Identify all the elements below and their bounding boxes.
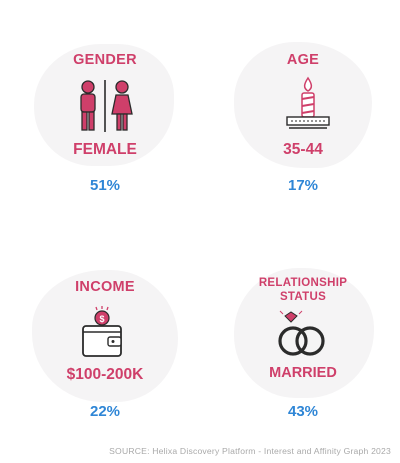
age-card: AGE 35-44 17%	[228, 40, 378, 210]
age-title: AGE	[286, 52, 320, 68]
wallet-coin-icon: $	[82, 306, 122, 357]
gender-title: GENDER	[73, 52, 137, 68]
gender-percent: 51%	[89, 177, 121, 194]
income-card: INCOME $ $100-200K 22%	[30, 268, 180, 428]
source-note: SOURCE: Helixa Discovery Platform - Inte…	[109, 446, 391, 456]
gender-icon	[80, 80, 133, 132]
relationship-title-line1: RELATIONSHIP	[258, 277, 348, 289]
relationship-title-line2: STATUS	[279, 291, 327, 303]
gender-card: GENDER FEMALE 51%	[30, 40, 180, 210]
income-title: INCOME	[75, 279, 135, 295]
relationship-value: MARRIED	[269, 365, 337, 381]
age-percent: 17%	[287, 177, 319, 194]
relationship-card: RELATIONSHIP STATUS MARRIED 43%	[228, 268, 378, 428]
gender-value: FEMALE	[73, 141, 137, 158]
income-value: $100-200K	[66, 366, 144, 383]
birthday-candle-icon	[286, 76, 330, 129]
relationship-percent: 43%	[287, 403, 319, 420]
svg-text:$: $	[99, 314, 104, 324]
gender-card-background	[34, 44, 174, 166]
income-percent: 22%	[89, 403, 121, 420]
age-value: 35-44	[283, 141, 323, 158]
wedding-rings-icon	[278, 310, 325, 356]
